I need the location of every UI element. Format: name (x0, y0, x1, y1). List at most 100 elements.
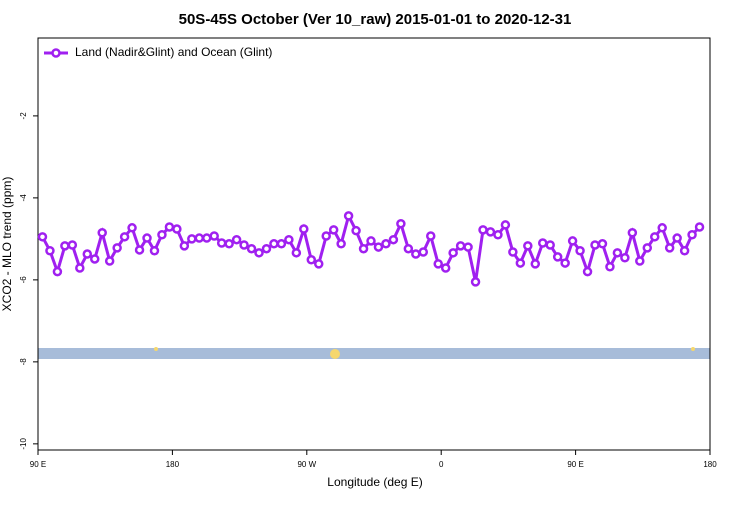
data-point (612, 248, 623, 258)
data-point (97, 227, 107, 238)
data-point (194, 233, 205, 243)
data-point (500, 220, 511, 230)
data-point (396, 218, 406, 229)
data-point (672, 233, 682, 243)
data-point (112, 243, 122, 253)
data-point (134, 245, 145, 255)
data-point (89, 254, 100, 264)
data-point (239, 240, 249, 250)
data-point (411, 249, 421, 259)
x-axis-label: Longitude (deg E) (327, 475, 422, 489)
data-point (261, 243, 272, 254)
data-point (224, 239, 234, 249)
data-point (37, 232, 48, 242)
data-point (306, 255, 317, 265)
y-tick-label: -8 (19, 358, 28, 366)
data-point (567, 236, 578, 246)
data-point (60, 241, 70, 251)
data-point (388, 234, 399, 245)
plot-frame (37, 37, 711, 451)
y-tick-label: -4 (19, 194, 28, 202)
data-point (351, 225, 361, 236)
data-point (657, 223, 667, 233)
data-point (425, 231, 436, 241)
data-point (620, 252, 630, 263)
x-tick-label: 90 E (30, 460, 46, 469)
data-point (664, 243, 675, 253)
data-point (590, 240, 600, 250)
data-point (485, 227, 496, 237)
surface-band (38, 348, 710, 359)
data-point (679, 246, 690, 256)
x-tick-label: 180 (703, 460, 717, 469)
data-point (231, 234, 242, 245)
surface-dot (691, 347, 695, 351)
x-tick-label: 180 (166, 460, 180, 469)
data-point (142, 233, 152, 243)
data-point (269, 239, 279, 249)
data-point (209, 231, 219, 241)
data-point (493, 230, 503, 240)
data-point (418, 247, 429, 257)
data-point (104, 256, 115, 266)
data-point (478, 225, 488, 235)
data-point (127, 223, 137, 233)
legend-label: Land (Nadir&Glint) and Ocean (Glint) (75, 45, 272, 59)
data-point (336, 239, 346, 249)
data-point (523, 241, 533, 251)
data-point (635, 256, 645, 266)
data-point (343, 211, 354, 221)
y-axis-label: XCO2 - MLO trend (ppm) (0, 177, 14, 312)
x-tick-label: 90 E (567, 460, 583, 469)
data-point (508, 247, 518, 257)
data-point (321, 231, 331, 241)
data-point (75, 263, 85, 273)
data-point (381, 239, 391, 249)
data-point (642, 243, 653, 253)
data-point (313, 259, 324, 269)
data-point (455, 241, 466, 251)
data-point (366, 236, 376, 246)
x-tick-label: 0 (439, 460, 444, 469)
data-point (597, 239, 608, 249)
data-point (530, 259, 541, 269)
data-point (67, 240, 78, 250)
legend-marker (51, 48, 61, 58)
data-point (545, 240, 555, 250)
data-point (164, 222, 175, 232)
data-point (284, 234, 294, 245)
data-point (552, 252, 563, 262)
surface-dot (154, 347, 158, 351)
data-point (216, 238, 227, 248)
data-point (246, 243, 257, 254)
data-point (157, 230, 167, 240)
data-point (433, 259, 443, 269)
data-point (448, 248, 458, 258)
data-point (515, 258, 526, 268)
data-point (187, 234, 197, 244)
x-tick-label: 90 W (297, 460, 316, 469)
data-point (172, 224, 182, 234)
data-point (537, 238, 548, 248)
data-point (82, 249, 93, 259)
data-point (201, 233, 212, 243)
data-point (575, 246, 585, 256)
data-point (403, 243, 414, 254)
data-point (328, 225, 339, 235)
y-tick-label: -10 (19, 438, 28, 450)
data-point (149, 246, 160, 256)
data-point (299, 224, 309, 234)
data-point (627, 227, 638, 238)
chart-title: 50S-45S October (Ver 10_raw) 2015-01-01 … (179, 11, 572, 28)
data-point (440, 263, 451, 273)
data-point (358, 243, 369, 254)
data-point (45, 246, 55, 256)
data-point (470, 277, 481, 287)
data-point (463, 242, 473, 252)
data-point (119, 232, 130, 242)
data-point (649, 232, 660, 242)
surface-dot (330, 349, 340, 359)
data-point (373, 242, 384, 252)
y-tick-label: -2 (19, 112, 28, 120)
